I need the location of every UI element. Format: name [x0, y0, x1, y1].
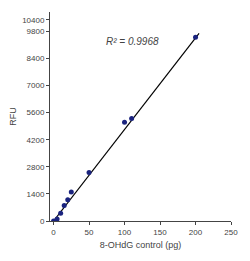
- svg-text:50: 50: [85, 228, 94, 237]
- svg-text:2800: 2800: [27, 163, 45, 172]
- svg-text:10400: 10400: [22, 16, 45, 25]
- svg-text:5600: 5600: [27, 108, 45, 117]
- svg-text:100: 100: [118, 228, 132, 237]
- svg-text:R² = 0.9968: R² = 0.9968: [106, 36, 159, 47]
- svg-text:250: 250: [224, 228, 238, 237]
- svg-text:9800: 9800: [27, 27, 45, 36]
- svg-text:RFU: RFU: [8, 107, 18, 126]
- svg-text:150: 150: [153, 228, 167, 237]
- svg-text:0: 0: [40, 217, 45, 226]
- svg-text:8400: 8400: [27, 54, 45, 63]
- svg-text:4200: 4200: [27, 136, 45, 145]
- svg-text:8-OHdG control (pg): 8-OHdG control (pg): [100, 240, 182, 250]
- svg-text:0: 0: [51, 228, 56, 237]
- svg-text:200: 200: [189, 228, 203, 237]
- svg-text:1400: 1400: [27, 190, 45, 199]
- svg-text:7000: 7000: [27, 81, 45, 90]
